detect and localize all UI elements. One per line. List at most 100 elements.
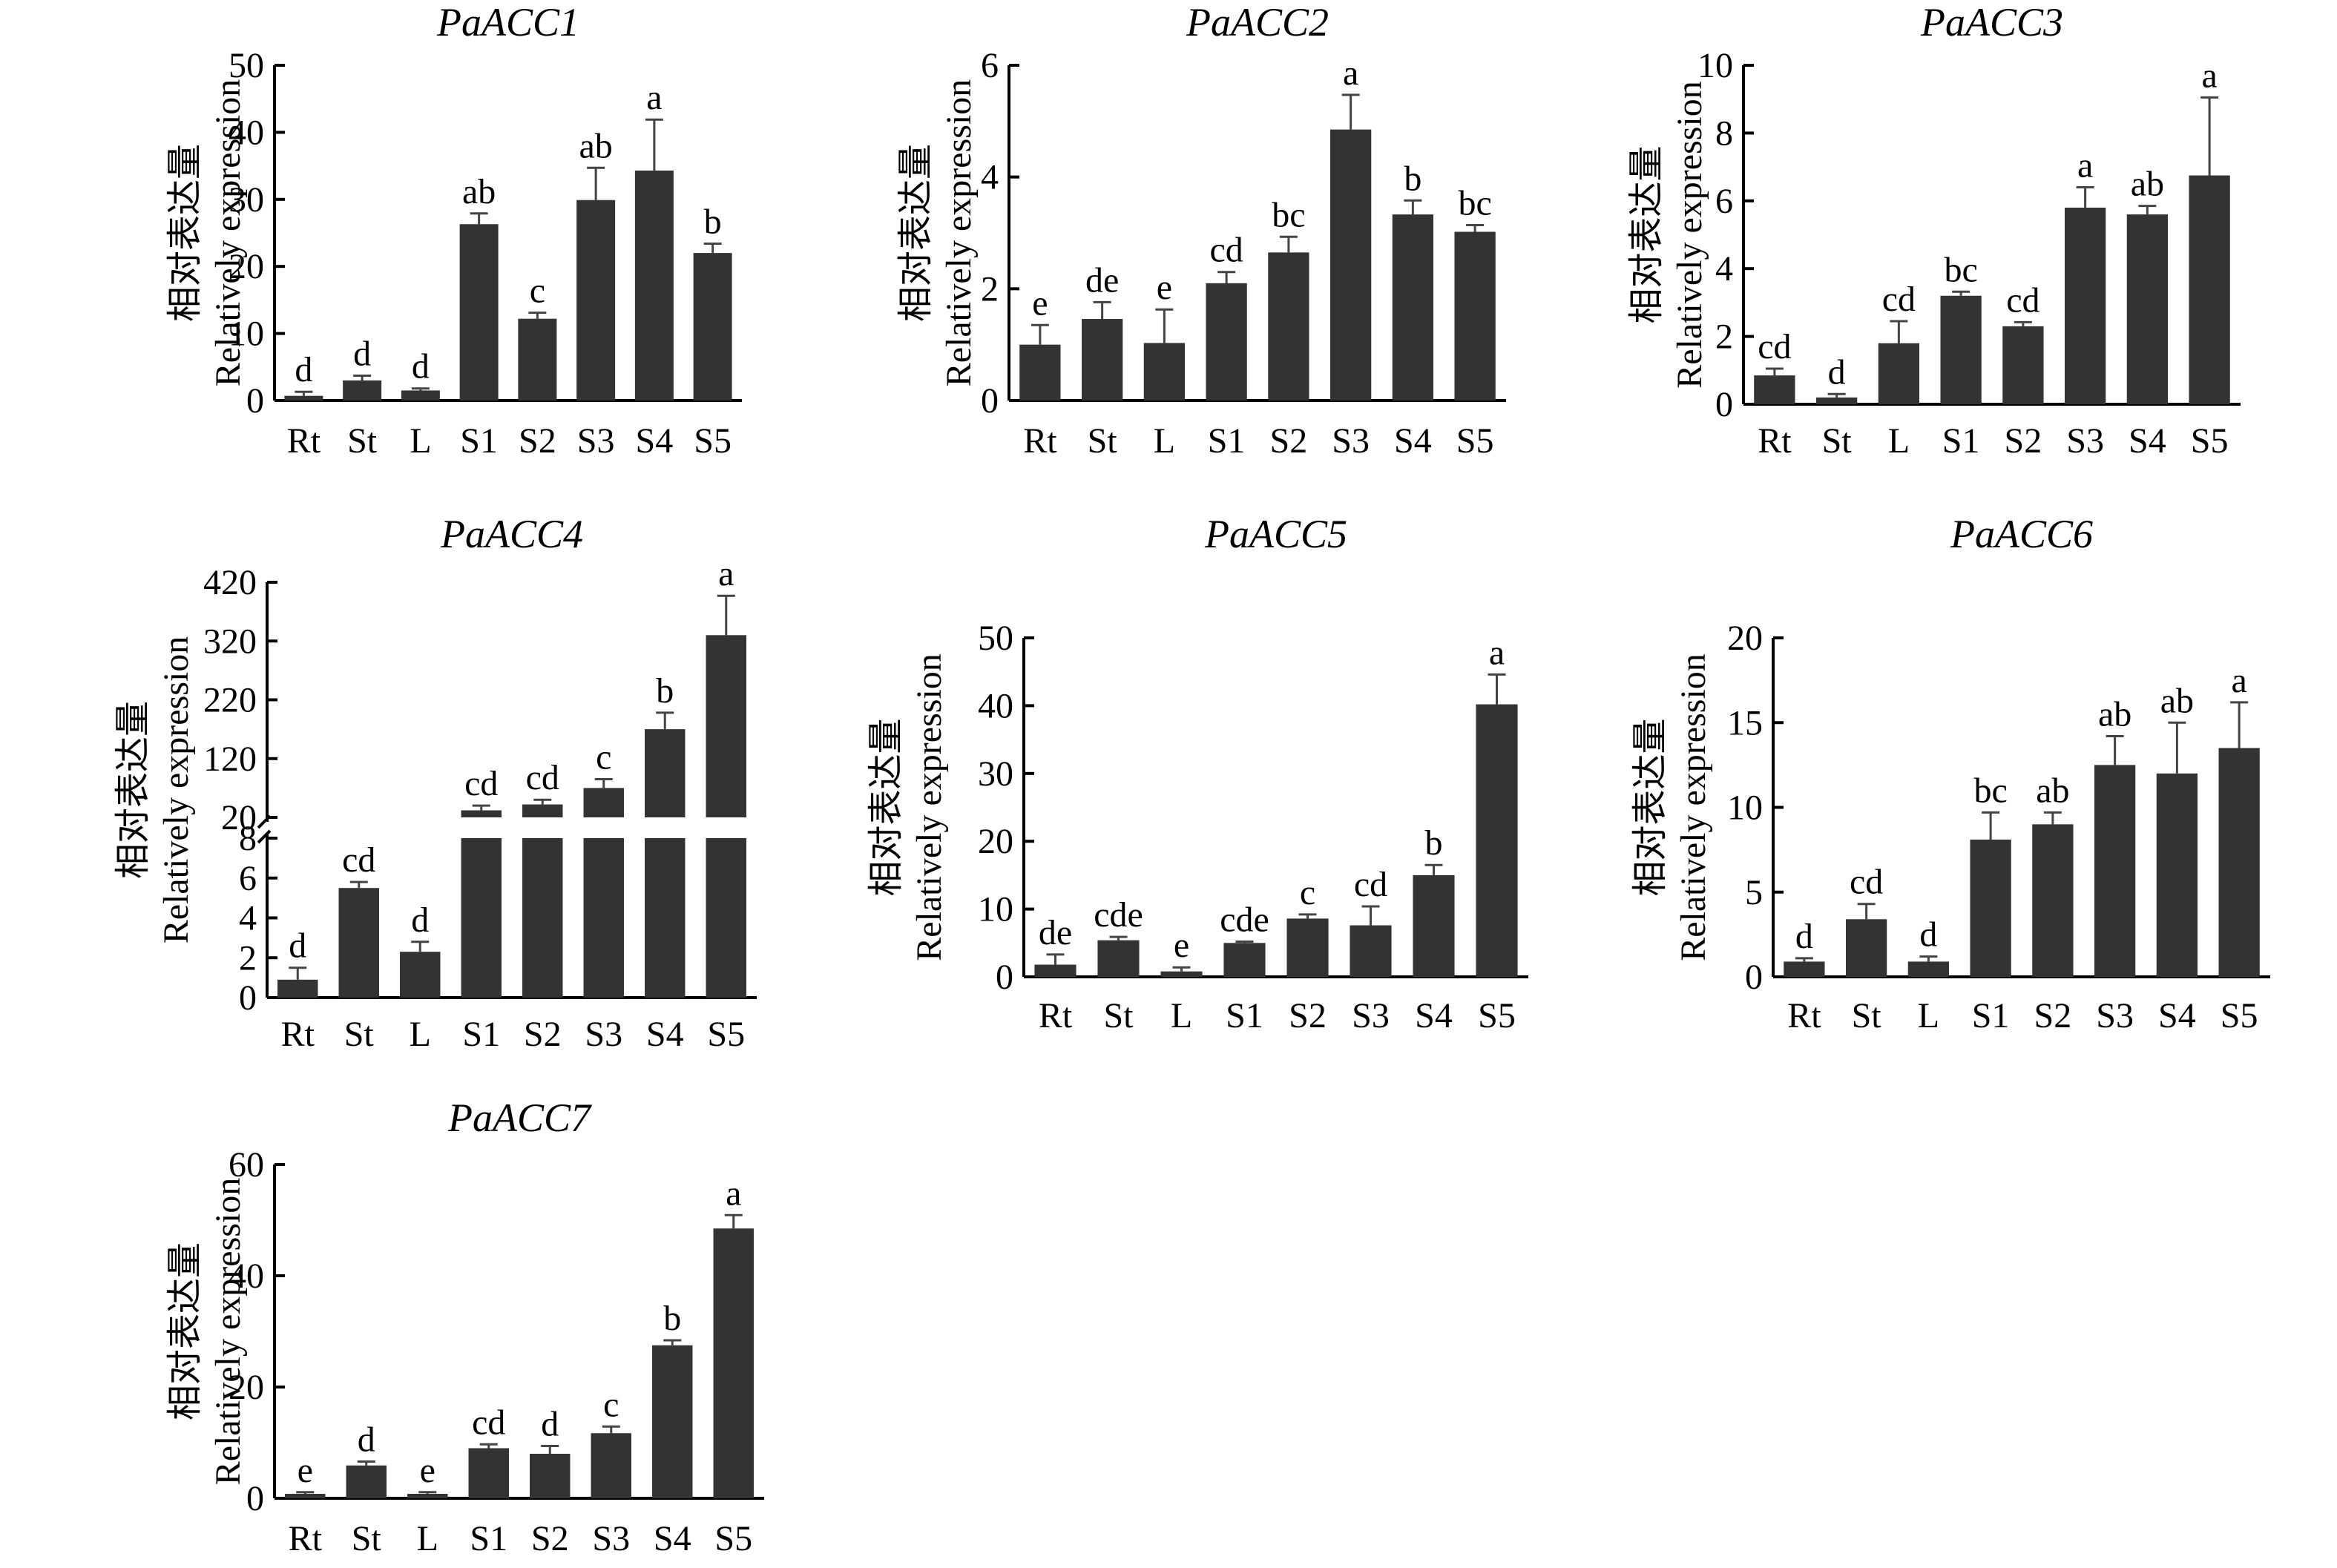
x-category-label: S4 — [654, 1519, 691, 1558]
significance-letter: cd — [1758, 327, 1791, 366]
significance-letter: ab — [2036, 771, 2069, 810]
significance-letter: ab — [2131, 165, 2164, 204]
y-axis-label-cn: 相对表达量 — [165, 144, 205, 322]
y-axis-label-cn: 相对表达量 — [114, 701, 153, 879]
significance-letter: a — [1343, 53, 1358, 93]
x-category-label: S1 — [1208, 421, 1246, 461]
bar — [634, 170, 674, 401]
significance-letter: b — [1425, 823, 1443, 863]
x-category-label: St — [1822, 421, 1853, 461]
x-category-label: St — [1852, 996, 1882, 1035]
bar-lower-segment — [645, 838, 686, 998]
bar — [1413, 874, 1455, 977]
x-category-label: S1 — [1226, 996, 1263, 1035]
bar — [1754, 375, 1795, 404]
significance-letter: b — [656, 671, 674, 711]
x-category-label: S3 — [592, 1519, 630, 1558]
significance-letter: d — [1828, 352, 1846, 392]
y-tick-label: 50 — [978, 619, 1013, 658]
significance-letter: d — [289, 926, 306, 966]
x-category-label: S1 — [1942, 421, 1980, 461]
x-category-label: S4 — [1394, 421, 1432, 461]
significance-letter: bc — [1944, 250, 1977, 289]
bar — [284, 395, 323, 401]
significance-letter: bc — [1973, 771, 2007, 810]
y-tick-label: 4 — [981, 158, 999, 197]
significance-letter: e — [420, 1451, 435, 1490]
x-category-label: S4 — [646, 1015, 684, 1054]
y-axis-label-cn: 相对表达量 — [867, 718, 906, 896]
bar-upper-segment — [645, 729, 686, 817]
significance-letter: e — [1032, 283, 1048, 323]
bar-upper-segment — [583, 788, 624, 817]
x-category-label: S5 — [714, 1519, 752, 1558]
bar — [1845, 919, 1887, 977]
significance-letter: ab — [2098, 695, 2131, 734]
y-axis-label-en: Relatively expression — [939, 79, 979, 387]
x-category-label: L — [1171, 996, 1192, 1035]
significance-letter: cd — [1354, 865, 1387, 904]
y-tick-label: 0 — [239, 978, 257, 1018]
x-category-label: S3 — [585, 1015, 622, 1054]
y-tick-label: 8 — [239, 819, 257, 858]
x-category-label: St — [347, 421, 378, 461]
significance-letter: cd — [2006, 280, 2039, 320]
bar — [693, 253, 732, 401]
y-axis-label-en: Relatively expression — [157, 636, 196, 944]
chart-title: PaACC1 — [436, 0, 579, 45]
y-tick-label: 20 — [229, 1368, 264, 1407]
chart-title: PaACC7 — [447, 1096, 592, 1140]
y-tick-label: 20 — [978, 822, 1013, 861]
x-category-label: Rt — [1758, 421, 1792, 461]
chart-panel-paacc6: PaACC6 相对表达量 Relatively expression 0 5 10 15 20… — [1631, 512, 2270, 1035]
bar — [277, 979, 318, 998]
bar — [591, 1433, 631, 1498]
y-tick-label: 60 — [229, 1145, 264, 1185]
bar-upper-segment — [461, 810, 502, 817]
significance-letter: a — [726, 1173, 741, 1213]
bar — [285, 1494, 326, 1498]
x-category-label: S4 — [1415, 996, 1453, 1035]
x-category-label: S1 — [460, 421, 498, 461]
bar — [1223, 943, 1266, 977]
significance-letter: c — [1300, 873, 1315, 912]
x-category-label: S4 — [636, 421, 674, 461]
significance-letter: cde — [1094, 895, 1143, 935]
x-category-label: Rt — [289, 1519, 323, 1558]
significance-letter: cd — [1882, 280, 1916, 319]
x-category-label: S2 — [524, 1015, 562, 1054]
bar — [713, 1228, 754, 1498]
x-category-label: S2 — [1289, 996, 1327, 1035]
x-category-label: S2 — [531, 1519, 569, 1558]
y-tick-label: 320 — [203, 622, 257, 661]
bar — [2218, 748, 2260, 977]
bar — [576, 200, 616, 401]
x-category-label: Rt — [1039, 996, 1073, 1035]
chart-title: PaACC5 — [1204, 512, 1347, 556]
significance-letter: c — [530, 271, 545, 311]
bar — [1784, 961, 1825, 977]
y-axis-label-en: Relatively expression — [208, 1178, 248, 1486]
bar-lower-segment — [706, 838, 746, 998]
chart-title: PaACC2 — [1186, 0, 1329, 45]
significance-letter: a — [2077, 146, 2093, 185]
x-category-label: S4 — [2129, 421, 2166, 461]
y-axis-label-cn: 相对表达量 — [1627, 145, 1666, 323]
y-axis-label-en: Relatively expression — [1670, 81, 1709, 389]
y-tick-label: 10 — [1697, 46, 1733, 85]
y-axis-label-en: Relatively expression — [1674, 653, 1713, 961]
x-category-label: S5 — [2221, 996, 2258, 1035]
bar — [1286, 918, 1329, 977]
significance-letter: c — [603, 1385, 619, 1424]
bar — [459, 224, 499, 401]
significance-letter: d — [411, 900, 429, 940]
bar — [1454, 231, 1496, 401]
x-category-label: L — [1888, 421, 1910, 461]
bar — [1097, 940, 1140, 977]
bar — [343, 380, 382, 401]
bar — [1160, 971, 1203, 977]
y-axis-label-cn: 相对表达量 — [1631, 718, 1670, 896]
y-tick-label: 0 — [1745, 958, 1763, 997]
y-tick-label: 10 — [978, 890, 1013, 929]
